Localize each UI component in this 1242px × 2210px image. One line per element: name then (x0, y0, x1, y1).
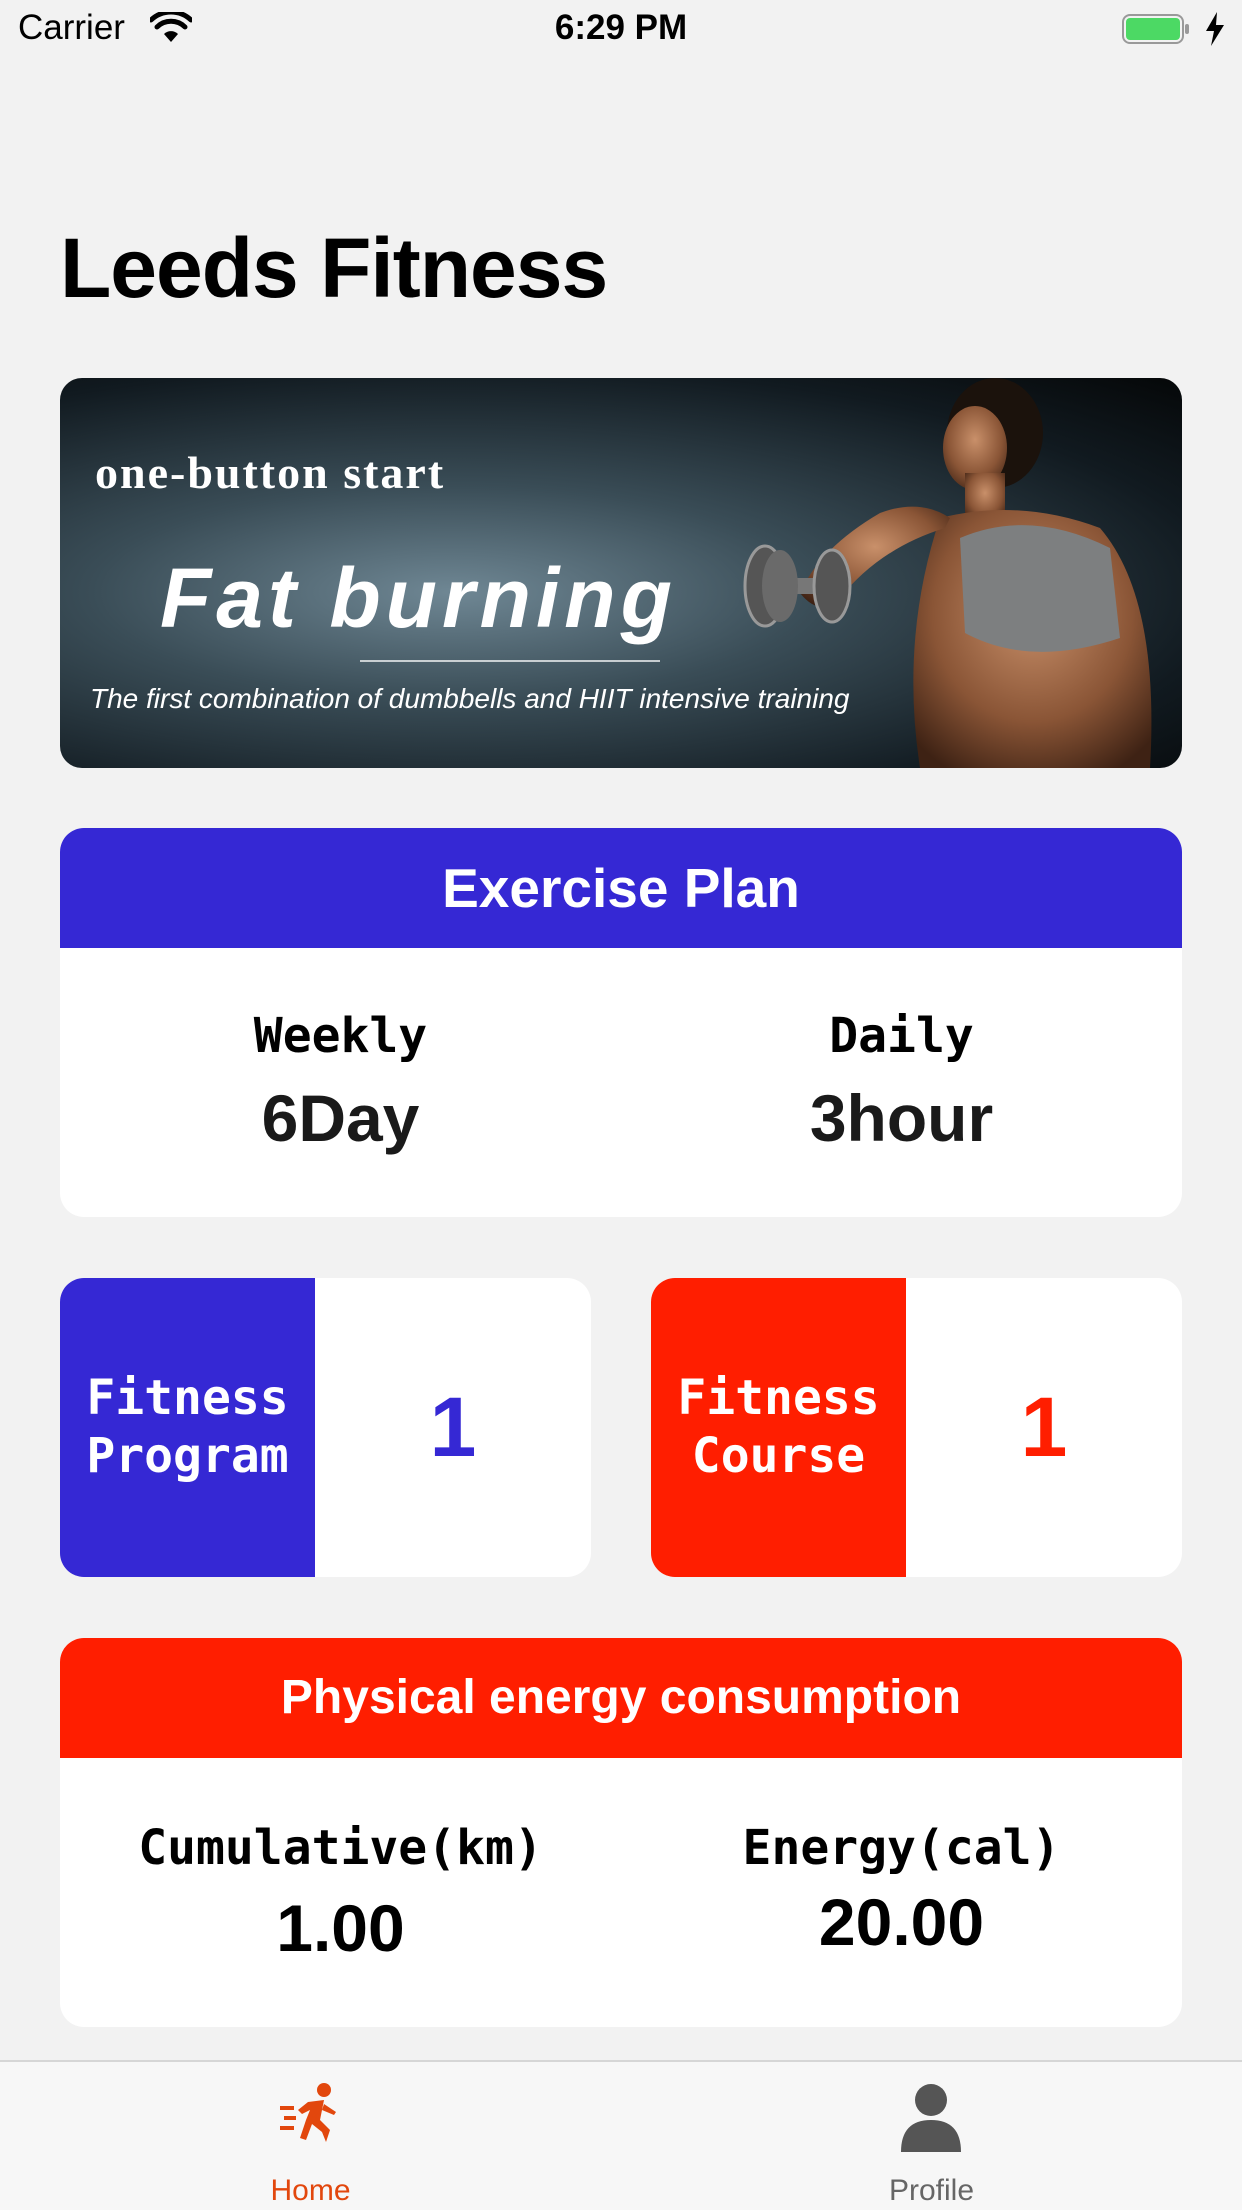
weekly-stat: Weekly (60, 1008, 621, 1064)
carrier-label: Carrier (18, 8, 125, 47)
distance-label: Cumulative(km) (138, 1820, 543, 1876)
daily-value-cell: 3hour (621, 1080, 1182, 1156)
weekly-value: 6Day (261, 1081, 420, 1155)
athlete-with-dumbbell-image (743, 378, 1152, 768)
tab-bar: Home Profile (0, 2060, 1242, 2210)
banner-headline: Fat burning (160, 551, 677, 645)
banner-tagline: one-button start (95, 447, 446, 498)
fitness-program-count: 1 (429, 1380, 477, 1474)
battery-icon (1122, 14, 1189, 44)
energy-value: 20.00 (818, 1885, 985, 1959)
fitness-course-label: Fitness Course (651, 1278, 906, 1577)
energy-consumption-card[interactable]: Physical energy consumption Cumulative(k… (60, 1638, 1182, 2027)
status-bar: Carrier 6:29 PM (0, 0, 1242, 60)
weekly-label: Weekly (253, 1008, 428, 1064)
page-title: Leeds Fitness (60, 221, 608, 315)
tab-home-label: Home (270, 2174, 351, 2207)
weekly-value-cell: 6Day (60, 1080, 621, 1156)
banner-divider (360, 660, 660, 662)
fitness-program-card[interactable]: Fitness Program 1 (60, 1278, 591, 1577)
tab-profile-label: Profile (888, 2174, 975, 2207)
daily-value: 3hour (809, 1081, 994, 1155)
daily-stat: Daily (621, 1008, 1182, 1064)
distance-value-cell: 1.00 (60, 1890, 621, 1966)
fitness-course-count: 1 (1020, 1380, 1068, 1474)
running-person-icon (280, 2083, 336, 2142)
energy-stat: Energy(cal) (621, 1820, 1182, 1876)
charging-bolt-icon (1206, 12, 1224, 46)
fitness-course-card[interactable]: Fitness Course 1 (651, 1278, 1182, 1577)
tab-home[interactable]: Home (0, 2062, 621, 2210)
person-silhouette-icon (901, 2084, 961, 2152)
distance-value: 1.00 (276, 1891, 405, 1965)
exercise-plan-title: Exercise Plan (60, 828, 1182, 948)
clock: 6:29 PM (554, 8, 688, 47)
wifi-icon (150, 12, 192, 42)
banner-subtitle: The first combination of dumbbells and H… (90, 683, 850, 714)
energy-value-cell: 20.00 (621, 1884, 1182, 1960)
promo-banner[interactable]: one-button start Fat burning The first c… (60, 378, 1182, 768)
tab-profile[interactable]: Profile (621, 2062, 1242, 2210)
energy-label: Energy(cal) (742, 1820, 1061, 1876)
energy-consumption-title: Physical energy consumption (60, 1638, 1182, 1758)
fitness-program-label: Fitness Program (60, 1278, 315, 1577)
daily-label: Daily (829, 1008, 974, 1064)
exercise-plan-card[interactable]: Exercise Plan Weekly 6Day Daily 3hour (60, 828, 1182, 1217)
distance-stat: Cumulative(km) (60, 1820, 621, 1876)
